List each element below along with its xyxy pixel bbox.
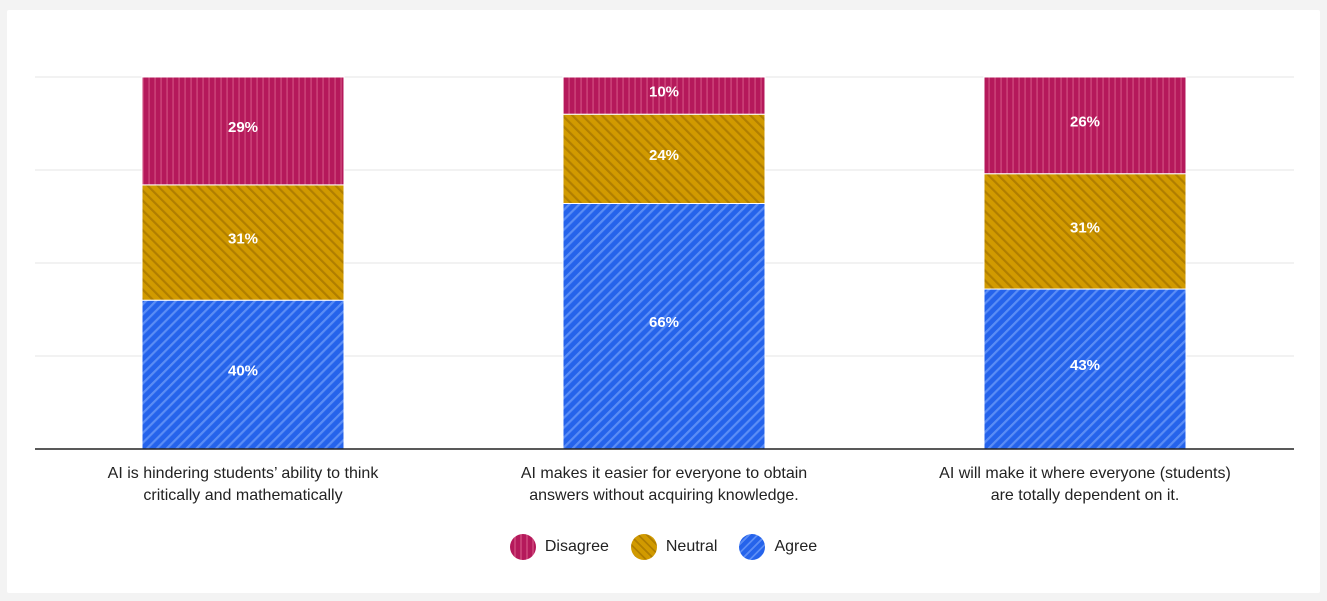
legend-swatch-neutral — [630, 534, 657, 560]
category-label-1: AI is hindering students’ ability to thi… — [53, 463, 433, 507]
bar-neutral-2 — [562, 113, 766, 204]
category-label-line: AI makes it easier for everyone to obtai… — [520, 465, 808, 482]
category-label-line: answers without acquiring knowledge. — [529, 487, 799, 504]
category-label-line: AI is hindering students’ ability to thi… — [107, 465, 379, 482]
legend-label-neutral: Neutral — [665, 538, 718, 555]
category-label-3: AI will make it where everyone (students… — [895, 463, 1275, 507]
bar-neutral-3 — [983, 173, 1187, 290]
data-label-disagree-2: 10% — [649, 84, 679, 101]
bar-neutral-1 — [141, 184, 345, 301]
bar-agree-2 — [562, 202, 766, 450]
data-labels: 40% 31% 29% 66% 24% 10% 43% 31% 26% — [228, 84, 1100, 380]
legend-swatch-agree — [739, 534, 766, 560]
legend: Disagree Neutral Agree — [0, 534, 1327, 560]
legend-label-disagree: Disagree — [544, 538, 609, 555]
category-label-2: AI makes it easier for everyone to obtai… — [474, 463, 854, 507]
category-label-line: are totally dependent on it. — [990, 487, 1180, 504]
data-label-neutral-3: 31% — [1070, 219, 1100, 236]
data-label-agree-1: 40% — [228, 363, 258, 380]
category-label-line: critically and mathematically — [143, 487, 343, 504]
bar-disagree-2 — [562, 76, 766, 115]
data-label-neutral-1: 31% — [228, 231, 258, 248]
bars — [141, 76, 1187, 450]
bar-disagree-3 — [983, 76, 1187, 175]
bar-disagree-1 — [141, 76, 345, 186]
legend-item-agree: Agree — [739, 534, 817, 560]
data-label-disagree-1: 29% — [228, 119, 258, 136]
data-label-agree-2: 66% — [649, 314, 679, 331]
data-label-neutral-2: 24% — [649, 147, 679, 164]
data-label-disagree-3: 26% — [1070, 113, 1100, 130]
category-label-line: AI will make it where everyone (students… — [939, 465, 1231, 482]
legend-swatch-disagree — [509, 534, 536, 560]
data-label-agree-3: 43% — [1070, 357, 1100, 374]
legend-item-disagree: Disagree — [509, 534, 609, 560]
legend-label-agree: Agree — [774, 538, 818, 555]
bar-agree-3 — [983, 288, 1187, 450]
legend-item-neutral: Neutral — [630, 534, 718, 560]
